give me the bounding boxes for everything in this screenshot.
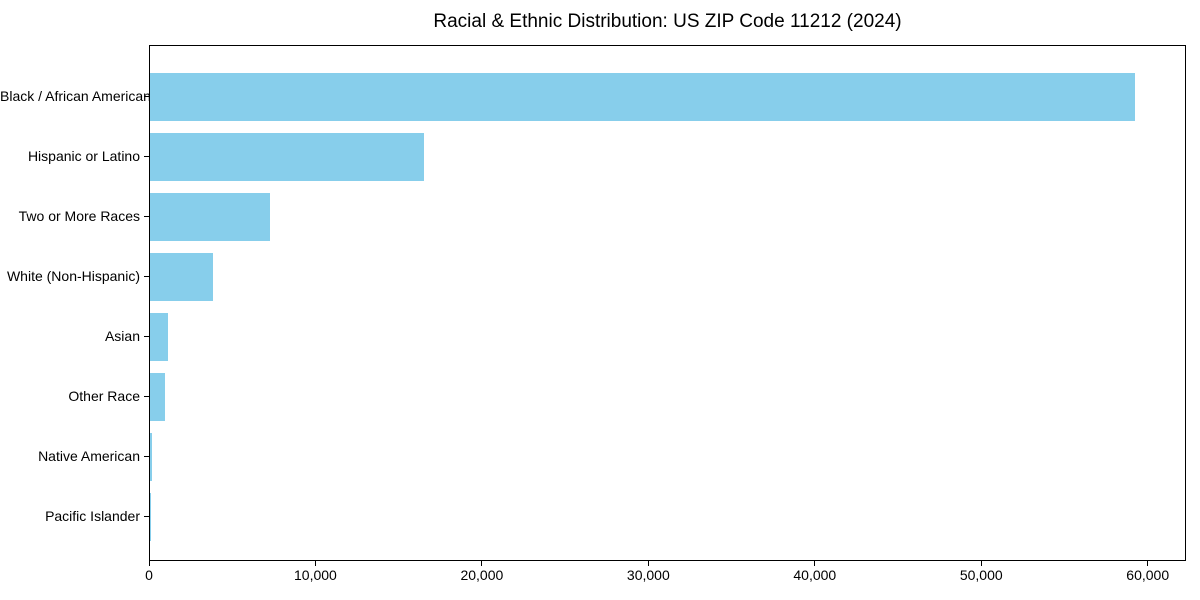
- chart-title: Racial & Ethnic Distribution: US ZIP Cod…: [433, 11, 902, 32]
- x-tick-mark: [314, 561, 316, 566]
- y-tick-mark: [144, 396, 149, 397]
- y-tick-label: Other Race: [68, 388, 140, 404]
- x-tick-label: 20,000: [460, 567, 504, 583]
- bar: [150, 73, 1136, 121]
- x-tick-mark: [1147, 561, 1149, 566]
- y-tick-label: Hispanic or Latino: [27, 148, 140, 164]
- bar: [150, 493, 151, 541]
- y-tick-label: White (Non-Hispanic): [6, 268, 140, 284]
- y-tick-mark: [144, 516, 149, 517]
- x-tick-label: 60,000: [1126, 567, 1170, 583]
- x-tick-label: 10,000: [294, 567, 337, 583]
- plot-area: [149, 45, 1186, 561]
- y-tick-label: Native American: [38, 448, 140, 464]
- x-tick-label: 50,000: [959, 567, 1003, 583]
- x-tick-mark: [148, 561, 150, 566]
- y-tick-mark: [144, 456, 149, 457]
- bar: [150, 433, 153, 481]
- bar: [150, 133, 425, 181]
- bar: [150, 373, 165, 421]
- y-tick-label: Pacific Islander: [45, 508, 140, 524]
- x-tick-mark: [647, 561, 649, 566]
- y-tick-mark: [144, 336, 149, 337]
- y-tick-label: Black / African American: [0, 88, 151, 104]
- bar: [150, 313, 169, 361]
- y-tick-mark: [144, 216, 149, 217]
- y-tick-mark: [144, 96, 149, 97]
- x-tick-mark: [980, 561, 982, 566]
- x-tick-label: 0: [145, 567, 153, 583]
- x-tick-label: 40,000: [793, 567, 837, 583]
- x-tick-mark: [814, 561, 816, 566]
- y-tick-mark: [144, 156, 149, 157]
- bar: [150, 193, 270, 241]
- x-tick-mark: [481, 561, 483, 566]
- y-tick-label: Two or More Races: [18, 208, 140, 224]
- x-tick-label: 30,000: [626, 567, 670, 583]
- bar: [150, 253, 214, 301]
- y-tick-label: Asian: [104, 328, 140, 344]
- y-tick-mark: [144, 276, 149, 277]
